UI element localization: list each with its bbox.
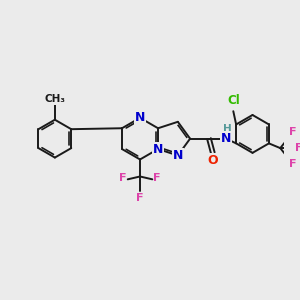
Text: N: N: [135, 111, 145, 124]
Text: H: H: [223, 124, 231, 134]
Text: F: F: [119, 173, 127, 183]
Text: F: F: [136, 193, 144, 202]
Text: N: N: [173, 149, 183, 162]
Text: N: N: [221, 132, 231, 145]
Text: CH₃: CH₃: [44, 94, 65, 104]
Text: F: F: [289, 127, 296, 137]
Text: F: F: [289, 160, 296, 170]
Text: N: N: [153, 142, 163, 156]
Text: F: F: [153, 173, 161, 183]
Text: O: O: [208, 154, 218, 167]
Text: F: F: [296, 143, 300, 153]
Text: Cl: Cl: [227, 94, 240, 107]
